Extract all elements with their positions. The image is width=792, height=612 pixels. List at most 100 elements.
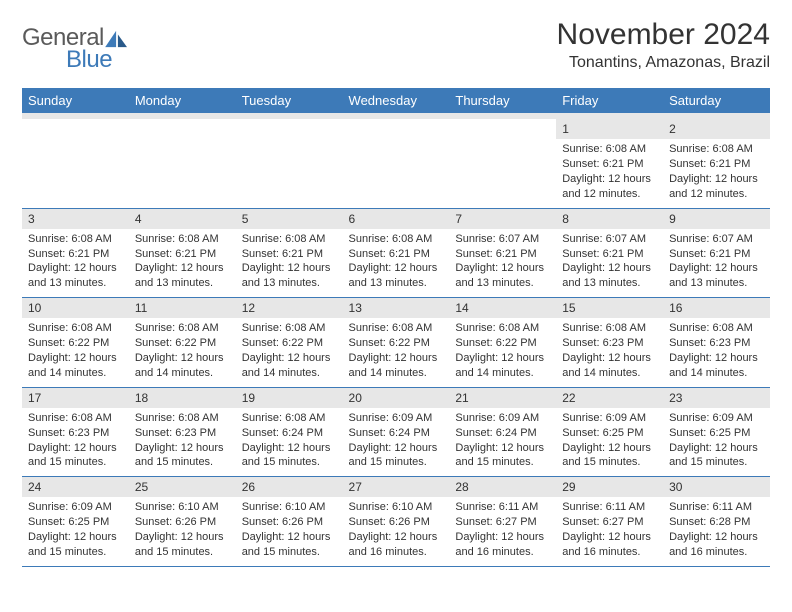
day-number: 23 (663, 388, 770, 408)
day-body: Sunrise: 6:07 AMSunset: 6:21 PMDaylight:… (556, 229, 663, 297)
day-body: Sunrise: 6:08 AMSunset: 6:22 PMDaylight:… (22, 318, 129, 386)
calendar-cell: 24Sunrise: 6:09 AMSunset: 6:25 PMDayligh… (22, 477, 129, 567)
day-body: Sunrise: 6:10 AMSunset: 6:26 PMDaylight:… (129, 497, 236, 565)
weekday-header: Tuesday (236, 88, 343, 116)
weekday-header: Friday (556, 88, 663, 116)
day-body: Sunrise: 6:11 AMSunset: 6:27 PMDaylight:… (556, 497, 663, 565)
day-number: 18 (129, 388, 236, 408)
calendar-cell: 1Sunrise: 6:08 AMSunset: 6:21 PMDaylight… (556, 116, 663, 208)
day-body: Sunrise: 6:08 AMSunset: 6:22 PMDaylight:… (129, 318, 236, 386)
day-body: Sunrise: 6:08 AMSunset: 6:21 PMDaylight:… (663, 139, 770, 207)
calendar-cell: 7Sunrise: 6:07 AMSunset: 6:21 PMDaylight… (449, 208, 556, 298)
calendar-row: 17Sunrise: 6:08 AMSunset: 6:23 PMDayligh… (22, 387, 770, 477)
day-body: Sunrise: 6:09 AMSunset: 6:25 PMDaylight:… (22, 497, 129, 565)
day-number: 30 (663, 477, 770, 497)
weekday-header: Thursday (449, 88, 556, 116)
day-number: 20 (343, 388, 450, 408)
calendar-cell (22, 116, 129, 208)
calendar-cell: 13Sunrise: 6:08 AMSunset: 6:22 PMDayligh… (343, 298, 450, 388)
day-number: 29 (556, 477, 663, 497)
weekday-header: Sunday (22, 88, 129, 116)
day-body: Sunrise: 6:10 AMSunset: 6:26 PMDaylight:… (343, 497, 450, 565)
logo-word-2: Blue (66, 46, 129, 74)
day-number: 7 (449, 209, 556, 229)
day-number: 5 (236, 209, 343, 229)
day-number: 21 (449, 388, 556, 408)
day-body: Sunrise: 6:09 AMSunset: 6:24 PMDaylight:… (343, 408, 450, 476)
location: Tonantins, Amazonas, Brazil (557, 54, 770, 72)
day-body: Sunrise: 6:07 AMSunset: 6:21 PMDaylight:… (449, 229, 556, 297)
calendar-cell: 30Sunrise: 6:11 AMSunset: 6:28 PMDayligh… (663, 477, 770, 567)
day-body: Sunrise: 6:08 AMSunset: 6:23 PMDaylight:… (663, 318, 770, 386)
calendar-row: 24Sunrise: 6:09 AMSunset: 6:25 PMDayligh… (22, 477, 770, 567)
day-number: 10 (22, 298, 129, 318)
day-body: Sunrise: 6:08 AMSunset: 6:22 PMDaylight:… (236, 318, 343, 386)
day-body: Sunrise: 6:11 AMSunset: 6:27 PMDaylight:… (449, 497, 556, 565)
calendar-cell: 20Sunrise: 6:09 AMSunset: 6:24 PMDayligh… (343, 387, 450, 477)
day-number: 2 (663, 119, 770, 139)
calendar-cell: 5Sunrise: 6:08 AMSunset: 6:21 PMDaylight… (236, 208, 343, 298)
day-body: Sunrise: 6:08 AMSunset: 6:24 PMDaylight:… (236, 408, 343, 476)
day-number: 17 (22, 388, 129, 408)
calendar-cell: 23Sunrise: 6:09 AMSunset: 6:25 PMDayligh… (663, 387, 770, 477)
day-number: 4 (129, 209, 236, 229)
day-number: 3 (22, 209, 129, 229)
weekday-header: Monday (129, 88, 236, 116)
calendar-cell: 27Sunrise: 6:10 AMSunset: 6:26 PMDayligh… (343, 477, 450, 567)
day-number: 24 (22, 477, 129, 497)
calendar-cell: 3Sunrise: 6:08 AMSunset: 6:21 PMDaylight… (22, 208, 129, 298)
month-title: November 2024 (557, 18, 770, 52)
calendar-cell: 28Sunrise: 6:11 AMSunset: 6:27 PMDayligh… (449, 477, 556, 567)
day-body: Sunrise: 6:09 AMSunset: 6:25 PMDaylight:… (663, 408, 770, 476)
day-number: 19 (236, 388, 343, 408)
day-body: Sunrise: 6:08 AMSunset: 6:23 PMDaylight:… (22, 408, 129, 476)
calendar-cell: 18Sunrise: 6:08 AMSunset: 6:23 PMDayligh… (129, 387, 236, 477)
day-number: 11 (129, 298, 236, 318)
logo: GeneralBlue (22, 18, 129, 74)
calendar-cell: 17Sunrise: 6:08 AMSunset: 6:23 PMDayligh… (22, 387, 129, 477)
calendar-cell: 16Sunrise: 6:08 AMSunset: 6:23 PMDayligh… (663, 298, 770, 388)
day-body: Sunrise: 6:08 AMSunset: 6:21 PMDaylight:… (343, 229, 450, 297)
day-body: Sunrise: 6:08 AMSunset: 6:23 PMDaylight:… (556, 318, 663, 386)
day-number: 26 (236, 477, 343, 497)
day-number: 14 (449, 298, 556, 318)
day-number: 13 (343, 298, 450, 318)
calendar-cell: 26Sunrise: 6:10 AMSunset: 6:26 PMDayligh… (236, 477, 343, 567)
day-body: Sunrise: 6:08 AMSunset: 6:21 PMDaylight:… (22, 229, 129, 297)
weekday-header: Wednesday (343, 88, 450, 116)
day-number: 8 (556, 209, 663, 229)
calendar-cell: 10Sunrise: 6:08 AMSunset: 6:22 PMDayligh… (22, 298, 129, 388)
calendar-cell: 6Sunrise: 6:08 AMSunset: 6:21 PMDaylight… (343, 208, 450, 298)
calendar-cell: 14Sunrise: 6:08 AMSunset: 6:22 PMDayligh… (449, 298, 556, 388)
calendar-body: 1Sunrise: 6:08 AMSunset: 6:21 PMDaylight… (22, 116, 770, 566)
calendar-cell: 22Sunrise: 6:09 AMSunset: 6:25 PMDayligh… (556, 387, 663, 477)
weekday-header: Saturday (663, 88, 770, 116)
header: GeneralBlue November 2024 Tonantins, Ama… (22, 18, 770, 74)
day-number: 15 (556, 298, 663, 318)
day-number: 9 (663, 209, 770, 229)
day-number: 25 (129, 477, 236, 497)
day-body: Sunrise: 6:08 AMSunset: 6:21 PMDaylight:… (236, 229, 343, 297)
calendar-cell: 2Sunrise: 6:08 AMSunset: 6:21 PMDaylight… (663, 116, 770, 208)
day-number: 16 (663, 298, 770, 318)
calendar-cell (236, 116, 343, 208)
day-number: 27 (343, 477, 450, 497)
calendar-cell: 29Sunrise: 6:11 AMSunset: 6:27 PMDayligh… (556, 477, 663, 567)
calendar-row: 3Sunrise: 6:08 AMSunset: 6:21 PMDaylight… (22, 208, 770, 298)
day-body: Sunrise: 6:10 AMSunset: 6:26 PMDaylight:… (236, 497, 343, 565)
calendar-cell: 15Sunrise: 6:08 AMSunset: 6:23 PMDayligh… (556, 298, 663, 388)
weekday-header-row: Sunday Monday Tuesday Wednesday Thursday… (22, 88, 770, 116)
calendar-cell: 9Sunrise: 6:07 AMSunset: 6:21 PMDaylight… (663, 208, 770, 298)
day-body: Sunrise: 6:08 AMSunset: 6:23 PMDaylight:… (129, 408, 236, 476)
day-body: Sunrise: 6:09 AMSunset: 6:24 PMDaylight:… (449, 408, 556, 476)
calendar-cell: 12Sunrise: 6:08 AMSunset: 6:22 PMDayligh… (236, 298, 343, 388)
calendar-cell (129, 116, 236, 208)
day-number: 12 (236, 298, 343, 318)
day-body: Sunrise: 6:08 AMSunset: 6:21 PMDaylight:… (129, 229, 236, 297)
calendar-cell: 19Sunrise: 6:08 AMSunset: 6:24 PMDayligh… (236, 387, 343, 477)
day-body: Sunrise: 6:08 AMSunset: 6:21 PMDaylight:… (556, 139, 663, 207)
title-block: November 2024 Tonantins, Amazonas, Brazi… (557, 18, 770, 72)
calendar-cell: 4Sunrise: 6:08 AMSunset: 6:21 PMDaylight… (129, 208, 236, 298)
calendar-cell: 8Sunrise: 6:07 AMSunset: 6:21 PMDaylight… (556, 208, 663, 298)
calendar-row: 10Sunrise: 6:08 AMSunset: 6:22 PMDayligh… (22, 298, 770, 388)
